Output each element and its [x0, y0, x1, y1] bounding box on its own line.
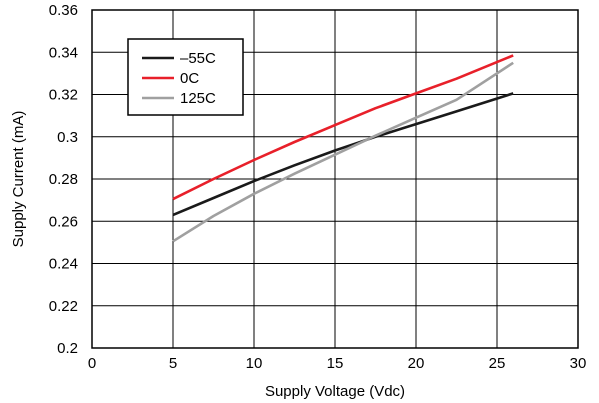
- y-tick-label: 0.3: [57, 129, 78, 146]
- y-tick-label: 0.24: [49, 256, 78, 273]
- x-tick-labels: 0 5 10 15 20 25 30: [88, 355, 587, 372]
- y-tick-label: 0.22: [49, 298, 78, 315]
- y-axis-title: Supply Current (mA): [10, 111, 27, 248]
- y-tick-label: 0.34: [49, 44, 78, 61]
- x-tick-label: 5: [169, 355, 177, 372]
- x-tick-label: 0: [88, 355, 96, 372]
- y-tick-label: 0.36: [49, 2, 78, 19]
- legend-label: 0C: [180, 70, 199, 87]
- legend-label: 125C: [180, 90, 216, 107]
- y-tick-label: 0.32: [49, 87, 78, 104]
- x-tick-label: 20: [408, 355, 425, 372]
- x-tick-label: 25: [489, 355, 506, 372]
- series-line-0: [172, 92, 514, 217]
- x-tick-label: 10: [246, 355, 263, 372]
- legend: –55C 0C 125C: [127, 38, 244, 116]
- legend-label: –55C: [180, 50, 216, 67]
- y-tick-label: 0.26: [49, 213, 78, 230]
- x-axis-title: Supply Voltage (Vdc): [265, 383, 405, 400]
- series-lines: [172, 54, 514, 243]
- series-line-2: [172, 61, 514, 243]
- y-tick-label: 0.2: [57, 340, 78, 357]
- y-tick-labels: 0.2 0.22 0.24 0.26 0.28 0.3 0.32 0.34 0.36: [49, 2, 78, 357]
- y-tick-label: 0.28: [49, 171, 78, 188]
- x-tick-label: 30: [570, 355, 587, 372]
- series-line-1: [172, 54, 514, 201]
- x-tick-label: 15: [327, 355, 344, 372]
- plot-frame: [91, 9, 579, 349]
